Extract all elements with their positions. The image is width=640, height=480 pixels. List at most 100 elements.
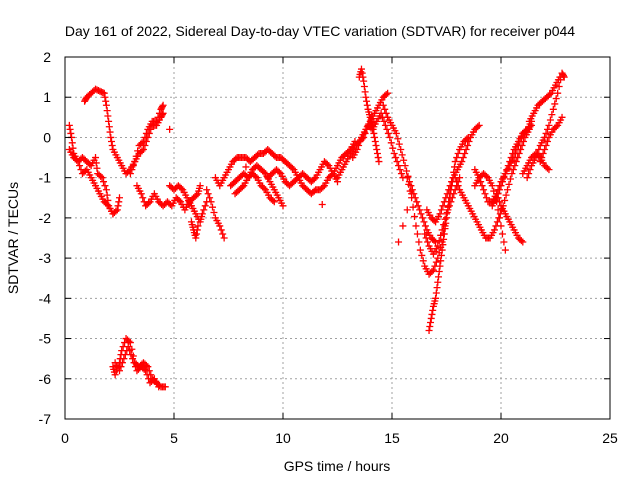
data-point: [498, 230, 506, 238]
data-point: [426, 322, 434, 330]
data-point: [440, 230, 448, 238]
data-point: [437, 251, 445, 259]
data-point: [147, 125, 155, 133]
data-point: [517, 133, 525, 141]
data-point: [551, 100, 559, 108]
data-point: [443, 214, 450, 222]
data-point: [439, 202, 447, 210]
data-point: [145, 129, 153, 137]
data-point: [139, 146, 147, 154]
data-point: [432, 289, 440, 297]
data-point: [318, 200, 326, 208]
data-point: [542, 141, 550, 149]
data-point: [416, 206, 424, 214]
x-tick-label: 20: [493, 430, 509, 446]
data-point: [419, 214, 427, 222]
data-point: [458, 158, 466, 166]
data-point: [437, 257, 445, 265]
data-point: [474, 123, 482, 131]
data-point: [158, 111, 166, 119]
data-point: [552, 123, 560, 131]
data-point: [381, 121, 389, 129]
data-point: [102, 186, 110, 194]
data-point: [129, 162, 137, 170]
data-point: [113, 206, 121, 214]
data-point: [504, 186, 512, 194]
data-point: [242, 163, 250, 171]
y-axis-label: SDTVAR / TECUs: [5, 182, 21, 294]
data-point: [124, 343, 132, 351]
data-point: [269, 196, 277, 204]
data-point: [454, 182, 462, 190]
data-point: [544, 164, 552, 172]
data-point: [116, 367, 123, 375]
data-point: [428, 268, 436, 276]
data-point: [142, 367, 150, 375]
data-point: [405, 180, 413, 188]
data-point: [97, 172, 105, 180]
series-arc-5: [133, 182, 204, 214]
data-point: [356, 137, 364, 145]
data-point: [501, 196, 509, 204]
data-point: [217, 226, 225, 234]
data-point: [74, 158, 82, 166]
data-point: [383, 125, 391, 133]
data-point: [488, 182, 496, 190]
data-point: [444, 203, 452, 211]
data-point: [398, 151, 406, 159]
data-point: [216, 222, 224, 230]
data-point: [508, 170, 516, 178]
data-point: [92, 154, 100, 162]
data-point: [362, 93, 370, 101]
data-point: [384, 89, 392, 97]
data-point: [76, 162, 84, 170]
series-arc-27: [523, 69, 568, 182]
series-arc-24: [488, 117, 536, 210]
data-point: [279, 202, 287, 210]
data-point: [544, 137, 552, 145]
data-point: [126, 347, 134, 355]
data-point: [101, 93, 109, 101]
data-point: [516, 137, 524, 145]
data-point: [436, 262, 444, 270]
series-arc-28: [525, 73, 564, 125]
data-point: [103, 200, 111, 208]
series-arc-15: [349, 89, 392, 162]
data-point: [538, 154, 546, 162]
series-arc-21: [451, 125, 533, 242]
y-tick-label: 1: [43, 89, 51, 105]
data-point: [451, 174, 459, 182]
x-tick-label: 25: [602, 430, 618, 446]
data-point: [210, 209, 218, 217]
y-tick-label: -6: [39, 371, 52, 387]
data-point: [445, 202, 453, 210]
series-arc-8: [203, 186, 228, 242]
data-point: [496, 186, 504, 194]
data-point: [138, 147, 146, 155]
y-tick-label: -7: [39, 411, 52, 427]
data-point: [204, 190, 212, 198]
x-tick-label: 15: [384, 430, 400, 446]
data-point: [498, 178, 506, 186]
data-point: [514, 141, 522, 149]
data-point: [368, 121, 376, 129]
data-point: [108, 137, 116, 145]
data-point: [481, 190, 489, 198]
data-point: [260, 168, 268, 176]
data-point: [380, 117, 388, 125]
data-point: [108, 141, 116, 149]
data-point: [418, 251, 426, 259]
y-tick-label: 0: [43, 129, 51, 145]
data-point: [288, 164, 296, 172]
data-point: [177, 184, 185, 192]
data-point: [363, 101, 371, 109]
data-point: [408, 190, 416, 198]
data-point: [98, 174, 106, 182]
data-point: [145, 199, 153, 207]
data-point: [206, 194, 214, 202]
x-tick-label: 0: [61, 430, 69, 446]
data-point: [509, 166, 517, 174]
data-point: [415, 238, 423, 246]
data-point: [475, 174, 483, 182]
data-point: [427, 314, 435, 322]
